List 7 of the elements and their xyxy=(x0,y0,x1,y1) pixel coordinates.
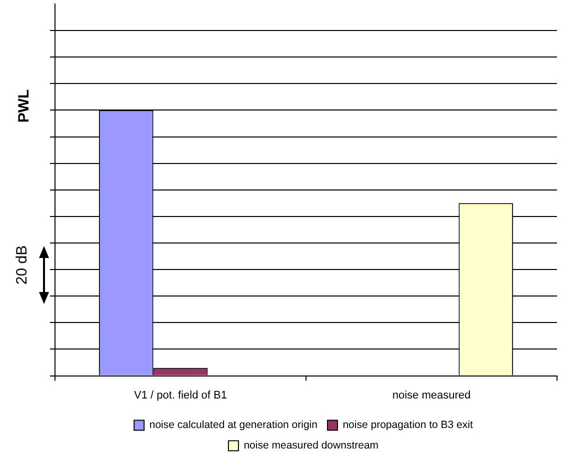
legend-label: noise calculated at generation origin xyxy=(149,419,318,432)
y-axis-title: PWL xyxy=(16,89,32,123)
x-tick-label: V1 / pot. field of B1 xyxy=(134,389,227,402)
legend-label: noise propagation to B3 exit xyxy=(342,419,473,432)
text: 20 dB xyxy=(14,245,30,285)
x-tick-label: noise measured xyxy=(392,389,471,402)
legend-label: noise measured downstream xyxy=(244,440,379,452)
